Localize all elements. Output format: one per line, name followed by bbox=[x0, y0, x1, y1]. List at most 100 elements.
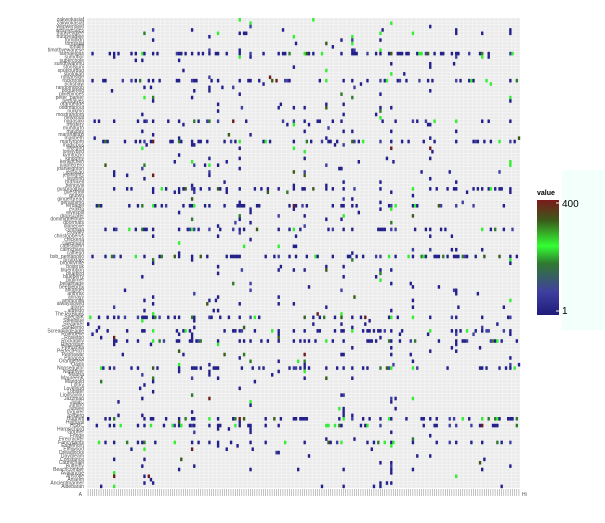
heatmap-cell bbox=[500, 339, 503, 343]
heatmap-cell bbox=[351, 34, 354, 39]
heatmap-cell bbox=[342, 274, 345, 279]
heatmap-cell bbox=[112, 119, 116, 124]
heatmap-cell bbox=[197, 139, 200, 144]
y-tick-label: Jazzman bbox=[64, 396, 84, 402]
heatmap-cell bbox=[374, 51, 378, 56]
heatmap-cell bbox=[190, 254, 194, 259]
heatmap-cell bbox=[225, 160, 228, 164]
heatmap-cell bbox=[353, 437, 356, 441]
heatmap-cell bbox=[266, 190, 270, 195]
heatmap-cell bbox=[112, 227, 116, 232]
heatmap-cell bbox=[236, 444, 239, 448]
heatmap-cell bbox=[143, 474, 146, 479]
heatmap-cell bbox=[188, 423, 192, 428]
heatmap-cell bbox=[396, 51, 399, 56]
heatmap-cell bbox=[208, 51, 211, 56]
heatmap-cell bbox=[448, 440, 451, 445]
heatmap-cell bbox=[167, 315, 170, 320]
heatmap-cell bbox=[385, 156, 389, 161]
y-axis-labels: zakwokasiafzakwokasiafwenwenseelwellywes… bbox=[47, 17, 84, 490]
heatmap-cell bbox=[351, 129, 354, 134]
heatmap-cell bbox=[340, 38, 343, 42]
heatmap-cell bbox=[411, 187, 415, 191]
heatmap-cell bbox=[141, 112, 144, 117]
heatmap-cell bbox=[370, 447, 373, 452]
heatmap-cell bbox=[439, 51, 443, 56]
heatmap-cell bbox=[177, 254, 181, 259]
heatmap-cell bbox=[277, 423, 280, 428]
heatmap-cell bbox=[288, 203, 291, 208]
heatmap-cell bbox=[496, 440, 499, 445]
y-tick-label: ferdagel bbox=[66, 203, 84, 209]
heatmap-cell bbox=[292, 65, 296, 69]
heatmap-cell bbox=[392, 440, 395, 445]
heatmap-cell bbox=[292, 366, 296, 370]
heatmap-cell bbox=[377, 440, 380, 445]
heatmap-cell bbox=[455, 339, 458, 343]
heatmap-cell bbox=[136, 423, 140, 428]
heatmap-cell bbox=[158, 315, 161, 320]
heatmap-cell bbox=[411, 254, 415, 259]
heatmap-cell bbox=[429, 176, 432, 181]
heatmap-cell bbox=[303, 129, 306, 134]
heatmap-cell bbox=[173, 190, 176, 195]
heatmap-cell bbox=[99, 379, 103, 384]
heatmap-cell bbox=[390, 51, 393, 56]
heatmap-cell bbox=[97, 203, 101, 208]
y-tick-label: sumohor bbox=[65, 54, 85, 60]
y-tick-label: maribeth bbox=[65, 136, 85, 142]
heatmap-cell bbox=[232, 254, 235, 259]
heatmap-cell bbox=[481, 325, 484, 330]
heatmap-cell bbox=[143, 481, 146, 485]
heatmap-cell bbox=[483, 254, 486, 259]
heatmap-cell bbox=[284, 51, 287, 56]
heatmap-cell bbox=[472, 139, 475, 144]
heatmap-cell bbox=[312, 51, 315, 56]
heatmap-cell bbox=[509, 440, 512, 445]
heatmap-cell bbox=[225, 190, 228, 195]
y-tick-label: jaysonh bbox=[66, 176, 84, 182]
y-tick-label: shotokan bbox=[64, 71, 85, 77]
heatmap-cell bbox=[154, 203, 157, 208]
heatmap-cell bbox=[305, 51, 309, 56]
heatmap-cell bbox=[193, 89, 196, 93]
heatmap-cell bbox=[190, 423, 194, 428]
heatmap-cell bbox=[342, 227, 345, 232]
y-tick-label: Petrushka bbox=[61, 345, 84, 351]
heatmap-cell bbox=[379, 200, 382, 205]
y-tick-label: elvespill bbox=[66, 210, 84, 216]
heatmap-cell bbox=[411, 396, 415, 401]
heatmap-cell bbox=[429, 136, 432, 140]
heatmap-cell bbox=[455, 247, 458, 252]
heatmap-cell bbox=[225, 51, 228, 56]
y-tick-label: Panacea bbox=[64, 355, 84, 361]
heatmap-cell bbox=[301, 187, 304, 191]
heatmap-cell bbox=[136, 366, 140, 370]
heatmap-cell bbox=[405, 78, 408, 83]
heatmap-cell bbox=[182, 187, 185, 191]
heatmap-cell bbox=[190, 440, 194, 445]
heatmap-cell bbox=[342, 339, 345, 343]
heatmap-cell bbox=[112, 366, 116, 370]
heatmap-cell bbox=[225, 254, 228, 259]
heatmap-cell bbox=[496, 322, 499, 326]
heatmap-cell bbox=[288, 227, 291, 232]
heatmap-cell bbox=[160, 203, 163, 208]
y-tick-label: Beachcomber bbox=[53, 467, 84, 473]
heatmap-cell bbox=[299, 416, 302, 421]
heatmap-cell bbox=[112, 440, 116, 445]
heatmap-cell bbox=[405, 416, 408, 421]
heatmap-cell bbox=[361, 139, 365, 144]
heatmap-cell bbox=[390, 464, 393, 468]
heatmap-cell bbox=[418, 51, 421, 56]
heatmap-cell bbox=[379, 92, 382, 96]
y-tick-label: rickshaw bbox=[65, 81, 85, 87]
heatmap-cell bbox=[400, 329, 404, 333]
heatmap-cell bbox=[281, 119, 285, 124]
heatmap-cell bbox=[316, 312, 319, 316]
heatmap-cell bbox=[238, 315, 241, 320]
heatmap-cell bbox=[104, 139, 107, 144]
heatmap-cell bbox=[277, 51, 280, 56]
y-tick-label: dropscarer bbox=[60, 213, 84, 219]
heatmap-cell bbox=[225, 447, 228, 452]
